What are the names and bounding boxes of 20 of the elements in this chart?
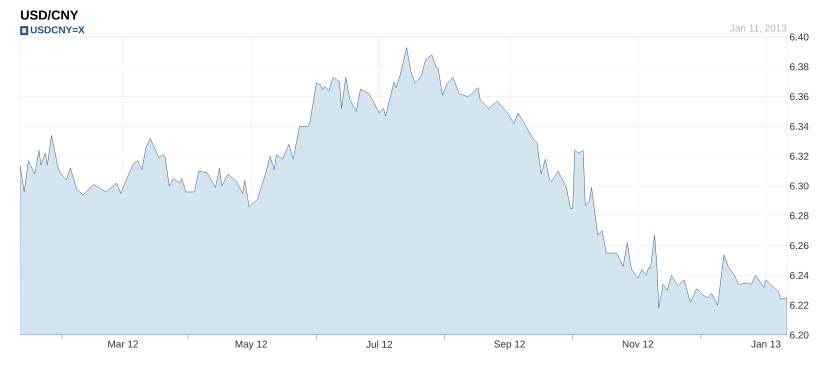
y-tick-label: 6.38: [790, 63, 808, 70]
y-tick-label: 6.32: [790, 152, 808, 160]
x-tick-label: Sep 12: [494, 340, 525, 350]
y-tick-label: 6.24: [790, 272, 809, 279]
chart-title: USD/CNY: [20, 10, 78, 20]
x-tick-label: Jan 13: [751, 340, 781, 348]
x-tick-label: Jul 12: [366, 340, 392, 348]
text: Jan 11, 2013: [730, 24, 786, 33]
y-tick-label: 6.26: [790, 242, 808, 250]
y-tick-label: 6.34: [790, 122, 809, 130]
y-tick-label: 6.30: [790, 182, 809, 190]
y-tick-label: 6.20: [790, 331, 809, 339]
y-tick-label: 6.36: [790, 93, 808, 100]
y-tick-label: 6.22: [790, 302, 808, 309]
y-tick-label: 6.40: [790, 33, 809, 41]
y-tick-label: 6.28: [790, 212, 808, 220]
x-tick-label: May 12: [236, 340, 267, 350]
x-tick-label: Mar 12: [108, 340, 138, 348]
x-tick-label: Nov 12: [622, 340, 654, 348]
legend-label: USDCNY=X: [30, 26, 85, 34]
